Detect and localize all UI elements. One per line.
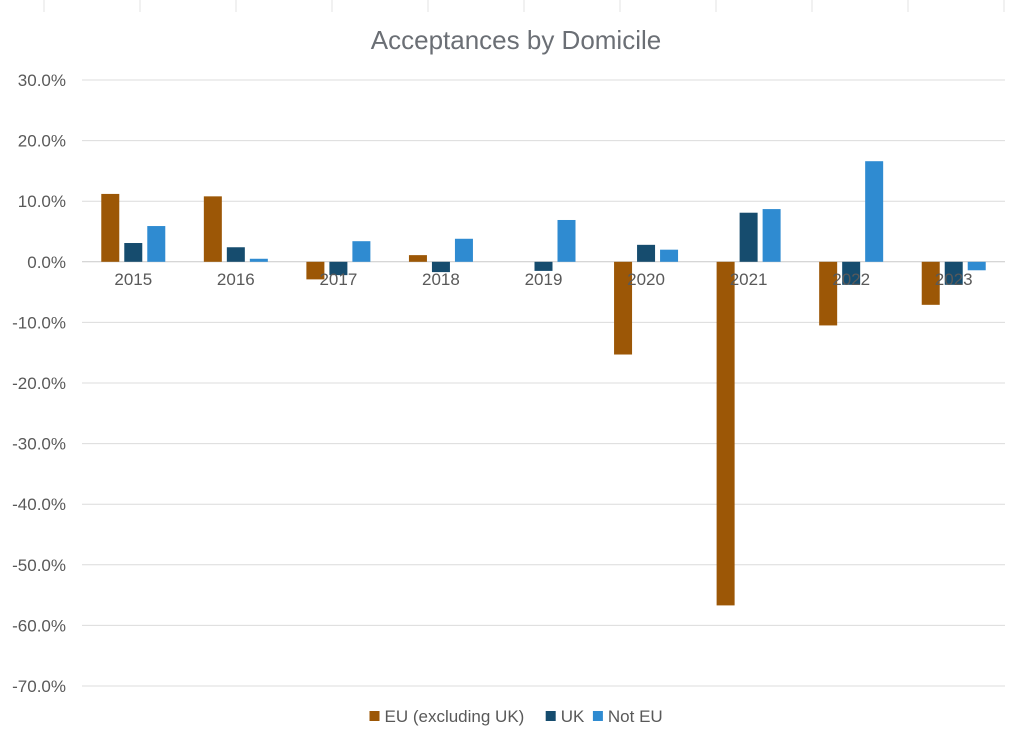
legend-swatch <box>592 711 603 721</box>
bar <box>865 161 884 262</box>
bar <box>306 261 325 280</box>
y-tick-label: -10.0% <box>12 313 66 332</box>
y-tick-label: 0.0% <box>27 253 66 272</box>
legend-swatch <box>545 711 556 721</box>
gridlines <box>82 79 1005 687</box>
bar <box>203 196 222 262</box>
bar <box>124 243 143 262</box>
bar <box>431 261 450 273</box>
y-tick-label: 20.0% <box>18 132 66 151</box>
bar <box>408 255 427 262</box>
bar <box>842 261 861 285</box>
x-category-label: 2023 <box>935 270 973 289</box>
bars <box>101 161 986 606</box>
x-category-label: 2022 <box>832 270 870 289</box>
x-category-label: 2019 <box>525 270 563 289</box>
y-tick-label: 30.0% <box>18 71 66 90</box>
bar <box>967 261 986 271</box>
x-category-label: 2021 <box>730 270 768 289</box>
legend-label: EU (excluding UK) <box>385 707 525 726</box>
bar <box>249 258 268 262</box>
legend-item: Not EU <box>592 707 663 726</box>
bar <box>944 261 963 285</box>
bar <box>557 219 576 262</box>
bar <box>637 244 656 262</box>
bar <box>739 212 758 262</box>
y-tick-label: -60.0% <box>12 616 66 635</box>
y-tick-label: 10.0% <box>18 192 66 211</box>
legend-label: UK <box>561 707 585 726</box>
x-category-label: 2020 <box>627 270 665 289</box>
legend-item: UK <box>545 707 585 726</box>
y-tick-label: -70.0% <box>12 677 66 696</box>
y-axis-tick-labels: 30.0% 20.0% 10.0% 0.0% -10.0% -20.0% -30.0% -40… <box>12 71 66 696</box>
bar <box>660 249 679 262</box>
chart-title: Acceptances by Domicile <box>371 25 661 55</box>
x-category-label: 2018 <box>422 270 460 289</box>
legend-label: Not EU <box>608 707 663 726</box>
y-tick-label: -20.0% <box>12 374 66 393</box>
top-tick-marks <box>43 0 1005 12</box>
bar <box>921 261 940 305</box>
bar <box>101 193 120 262</box>
y-tick-label: -50.0% <box>12 556 66 575</box>
legend-swatch <box>369 711 380 721</box>
bar <box>534 261 553 271</box>
x-category-label: 2017 <box>319 270 357 289</box>
x-axis-category-labels: 2015 2016 2017 2018 2019 2020 2021 2022 2023 <box>114 270 972 289</box>
bar <box>147 226 166 262</box>
bar <box>226 247 245 262</box>
bar <box>329 261 348 276</box>
y-tick-label: -30.0% <box>12 435 66 454</box>
legend-item: EU (excluding UK) <box>369 707 525 726</box>
x-category-label: 2016 <box>217 270 255 289</box>
bar <box>762 209 781 262</box>
legend: EU (excluding UK) UK Not EU <box>369 707 663 726</box>
bar <box>819 261 838 326</box>
bar <box>614 261 633 355</box>
x-category-label: 2015 <box>114 270 152 289</box>
bar <box>352 241 371 262</box>
bar <box>716 261 735 606</box>
y-tick-label: -40.0% <box>12 495 66 514</box>
bar <box>454 238 473 262</box>
